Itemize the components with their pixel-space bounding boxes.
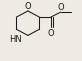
Text: O: O: [25, 2, 31, 11]
Text: O: O: [58, 3, 64, 12]
Text: O: O: [48, 29, 54, 38]
Text: HN: HN: [10, 35, 22, 44]
